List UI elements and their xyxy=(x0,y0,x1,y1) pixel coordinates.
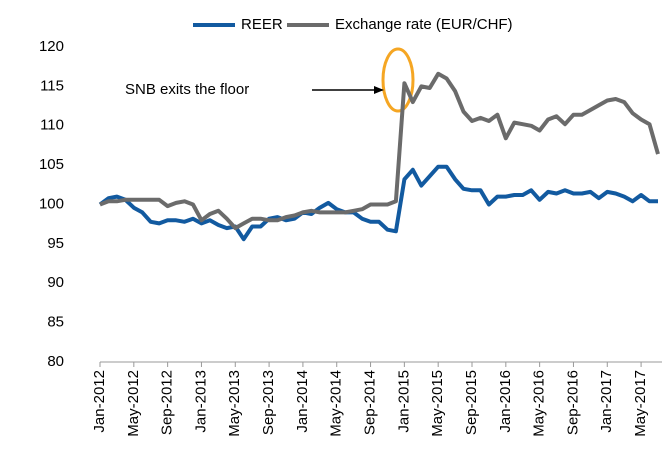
series-line xyxy=(99,71,660,231)
x-tick-label: May-2012 xyxy=(125,370,142,437)
y-tick-label: 80 xyxy=(47,353,64,370)
y-tick-label: 100 xyxy=(39,195,64,212)
x-tick-label: Jan-2017 xyxy=(598,370,615,433)
x-tick-label: May-2016 xyxy=(531,370,548,437)
x-tick-label: May-2017 xyxy=(632,370,649,437)
y-tick-label: 120 xyxy=(39,38,64,55)
arrow-head xyxy=(374,86,384,94)
y-tick-label: 110 xyxy=(40,117,64,134)
x-tick-label: Jan-2014 xyxy=(294,370,311,433)
legend-label: Exchange rate (EUR/CHF) xyxy=(335,16,513,33)
x-tick-label: Sep-2015 xyxy=(463,370,480,435)
y-tick-label: 115 xyxy=(40,77,64,94)
legend-label: REER xyxy=(241,16,283,33)
x-tick-label: Jan-2013 xyxy=(192,370,209,433)
y-tick-label: 95 xyxy=(47,235,64,252)
y-tick-label: 90 xyxy=(47,274,64,291)
x-tick-label: Jan-2012 xyxy=(91,370,108,433)
annotation: SNB exits the floor xyxy=(125,81,249,98)
x-tick-label: Sep-2013 xyxy=(260,370,277,435)
x-tick-label: May-2015 xyxy=(429,370,446,437)
x-tick-label: Sep-2014 xyxy=(362,370,379,435)
y-tick-label: 105 xyxy=(39,156,64,173)
x-tick-label: Sep-2012 xyxy=(159,370,176,435)
x-tick-label: Jan-2016 xyxy=(497,370,514,433)
y-tick-label: 85 xyxy=(47,314,64,331)
series-line xyxy=(98,164,658,242)
highlight-ellipse xyxy=(381,47,415,113)
x-tick-label: Jan-2015 xyxy=(395,370,412,433)
x-tick-label: Sep-2016 xyxy=(564,370,581,435)
x-tick-label: May-2013 xyxy=(226,370,243,437)
x-tick-label: May-2014 xyxy=(328,370,345,437)
